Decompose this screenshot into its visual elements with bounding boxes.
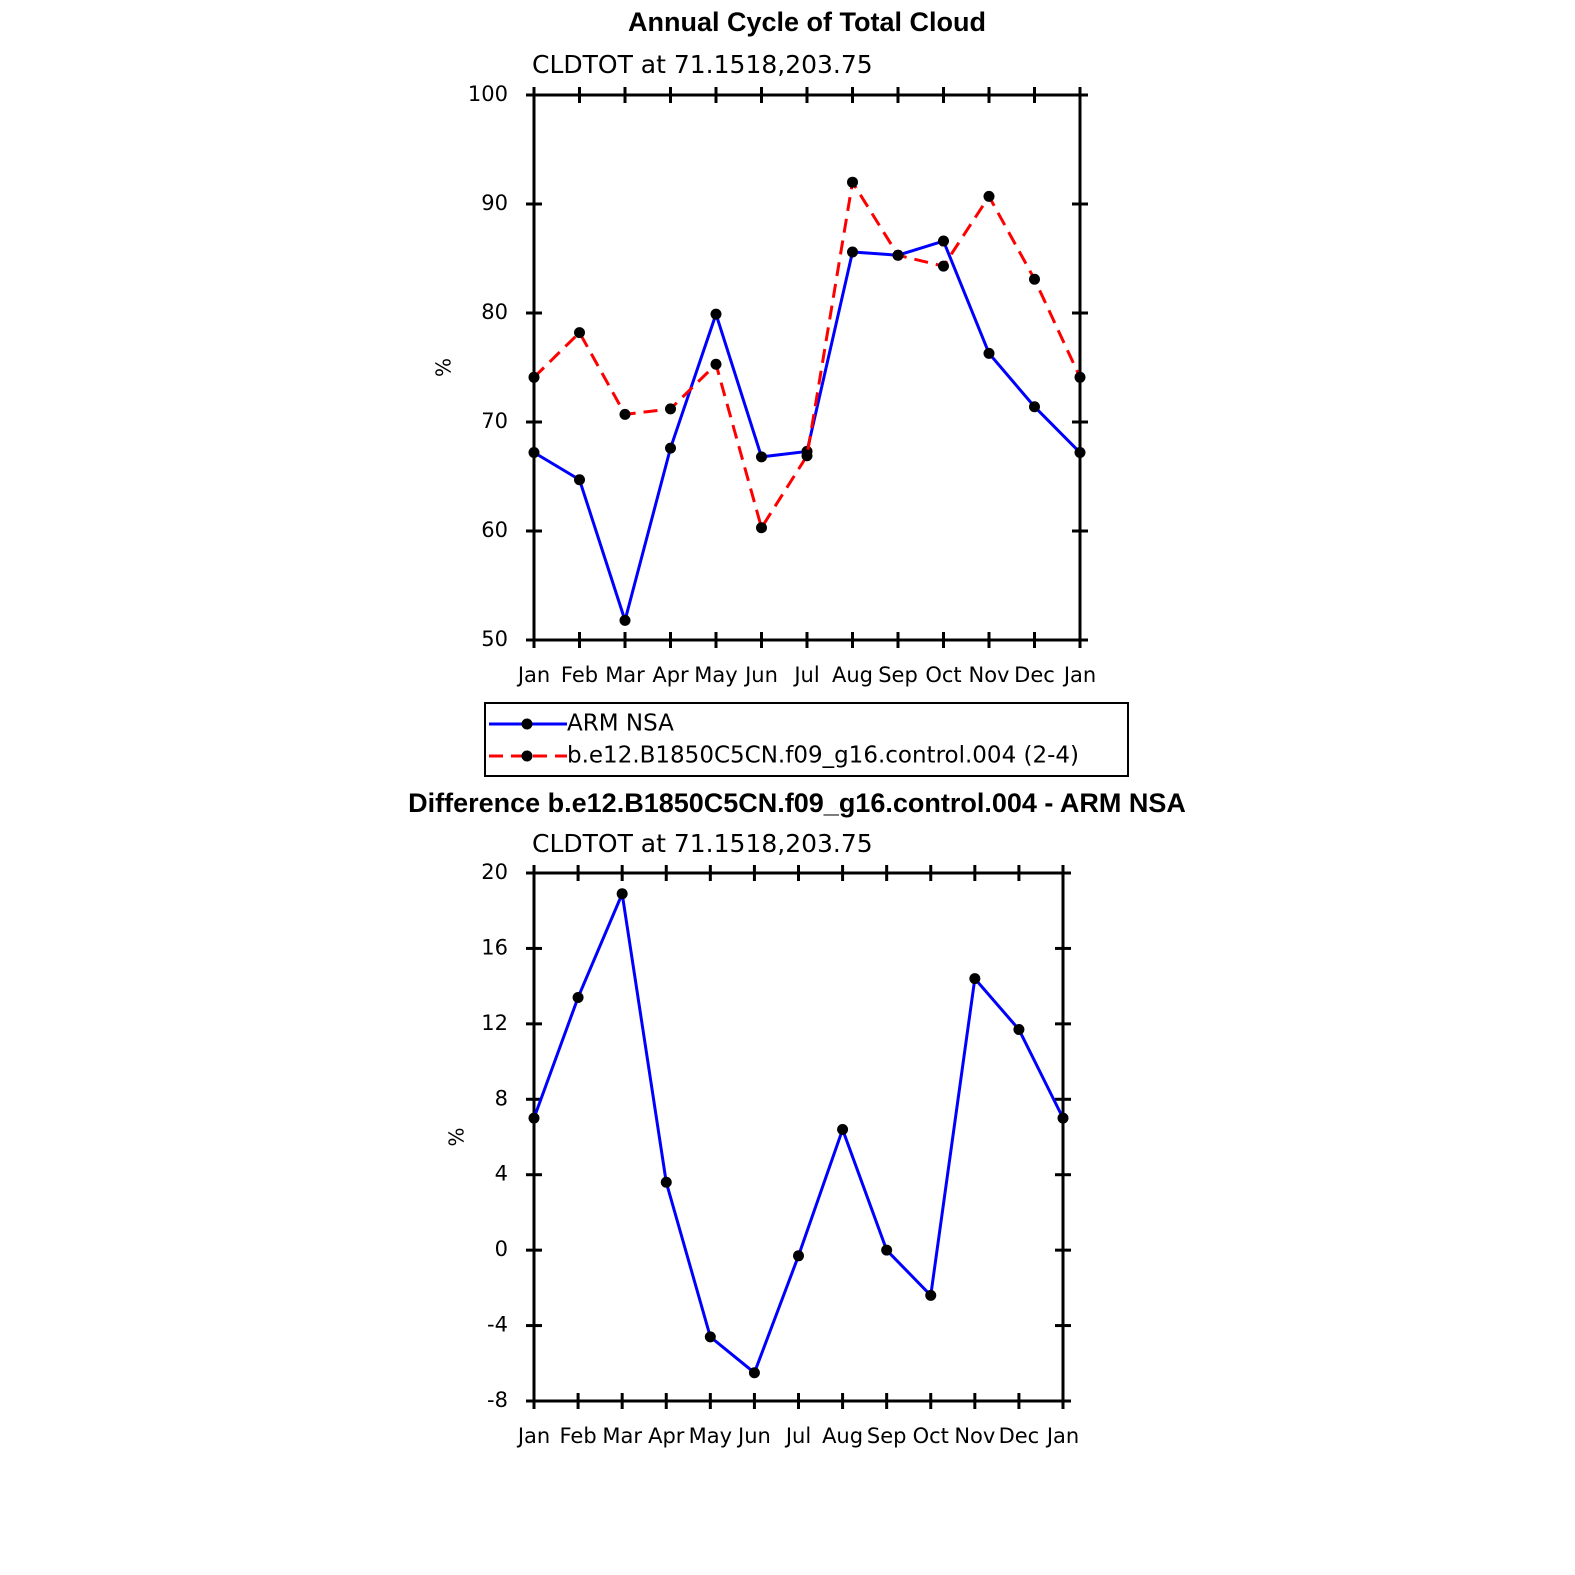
y-axis-label: % — [432, 358, 456, 377]
data-point — [847, 176, 858, 188]
x-tick-label: Apr — [652, 663, 689, 687]
y-tick-label: 90 — [481, 191, 508, 215]
data-point — [528, 371, 540, 383]
y-tick-label: 60 — [481, 518, 508, 542]
data-point — [938, 235, 949, 247]
x-tick-label: Jan — [516, 663, 550, 687]
x-tick-label: Sep — [878, 663, 918, 687]
data-point — [528, 447, 540, 459]
y-tick-label: 0 — [495, 1237, 508, 1261]
plot-frame — [532, 93, 1082, 642]
x-tick-label: Jul — [792, 663, 819, 687]
y-tick-label: 4 — [495, 1162, 508, 1186]
x-tick-label: Oct — [913, 1424, 949, 1448]
y-tick-label: 20 — [481, 860, 508, 884]
data-point — [801, 450, 813, 462]
data-point — [847, 246, 858, 258]
chart-title: Difference b.e12.B1850C5CN.f09_g16.contr… — [408, 788, 1186, 818]
legend-marker — [521, 718, 533, 730]
x-tick-label: Aug — [822, 1424, 863, 1448]
data-point — [756, 451, 767, 463]
x-tick-label: Nov — [954, 1424, 995, 1448]
data-point — [881, 1244, 893, 1256]
legend-box — [484, 702, 1129, 777]
x-tick-label: Jun — [743, 663, 778, 687]
data-point — [837, 1123, 849, 1135]
data-point — [619, 408, 631, 420]
chart-title: Annual Cycle of Total Cloud — [628, 7, 986, 37]
data-point — [1029, 401, 1040, 413]
x-tick-label: Aug — [832, 663, 873, 687]
data-point — [619, 614, 631, 626]
x-tick-label: Mar — [602, 1424, 642, 1448]
legend-label: b.e12.B1850C5CN.f09_g16.control.004 (2-4… — [567, 743, 1079, 769]
data-point — [616, 888, 628, 900]
x-tick-label: Nov — [969, 663, 1010, 687]
y-tick-label: 80 — [481, 300, 508, 324]
data-point — [665, 403, 676, 415]
x-tick-label: Mar — [605, 663, 645, 687]
data-point — [969, 973, 981, 985]
data-point — [710, 308, 722, 320]
series-line — [532, 888, 1065, 1376]
x-tick-label: Oct — [925, 663, 961, 687]
x-tick-label: May — [694, 663, 737, 687]
y-tick-label: 12 — [481, 1011, 508, 1035]
data-point — [925, 1289, 937, 1301]
x-tick-label: Dec — [999, 1424, 1040, 1448]
x-tick-label: Jan — [516, 1424, 550, 1448]
x-tick-label: Feb — [561, 663, 598, 687]
data-point — [528, 1112, 540, 1124]
series-line — [533, 239, 1082, 626]
data-point — [793, 1250, 804, 1262]
data-point — [756, 522, 767, 534]
y-tick-label: -8 — [487, 1388, 508, 1412]
legend-marker — [521, 750, 533, 762]
x-tick-label: Apr — [648, 1424, 685, 1448]
data-point — [704, 1331, 716, 1343]
y-tick-label: 50 — [481, 627, 508, 651]
data-point — [1074, 371, 1086, 383]
data-point — [892, 249, 904, 261]
x-tick-label: Dec — [1014, 663, 1055, 687]
x-tick-label: Jan — [1062, 663, 1096, 687]
data-point — [710, 358, 722, 370]
data-point — [983, 347, 995, 359]
data-point — [1029, 273, 1040, 285]
data-point — [1013, 1024, 1025, 1036]
y-tick-label: 16 — [481, 935, 508, 959]
data-point — [938, 260, 949, 272]
y-tick-label: 100 — [468, 82, 508, 106]
data-point — [574, 327, 585, 339]
data-point — [665, 442, 676, 454]
series-line — [532, 178, 1082, 532]
x-tick-label: Jun — [736, 1424, 771, 1448]
data-point — [574, 474, 585, 486]
data-point — [748, 1367, 760, 1379]
y-axis-label: % — [445, 1127, 469, 1146]
y-tick-label: -4 — [487, 1313, 508, 1337]
legend-label: ARM NSA — [567, 711, 674, 737]
x-tick-label: Sep — [867, 1424, 907, 1448]
y-tick-label: 70 — [481, 409, 508, 433]
y-tick-label: 8 — [495, 1086, 508, 1110]
x-tick-label: Jul — [784, 1424, 811, 1448]
data-point — [660, 1176, 672, 1188]
x-tick-label: Feb — [559, 1424, 596, 1448]
chart-subtitle: CLDTOT at 71.1518,203.75 — [532, 50, 873, 79]
data-point — [983, 190, 995, 202]
plot-frame — [532, 871, 1065, 1403]
data-point — [1074, 447, 1086, 459]
data-point — [1057, 1112, 1069, 1124]
x-tick-label: May — [689, 1424, 732, 1448]
x-tick-label: Jan — [1045, 1424, 1079, 1448]
data-point — [572, 991, 584, 1003]
chart-subtitle: CLDTOT at 71.1518,203.75 — [532, 829, 873, 858]
